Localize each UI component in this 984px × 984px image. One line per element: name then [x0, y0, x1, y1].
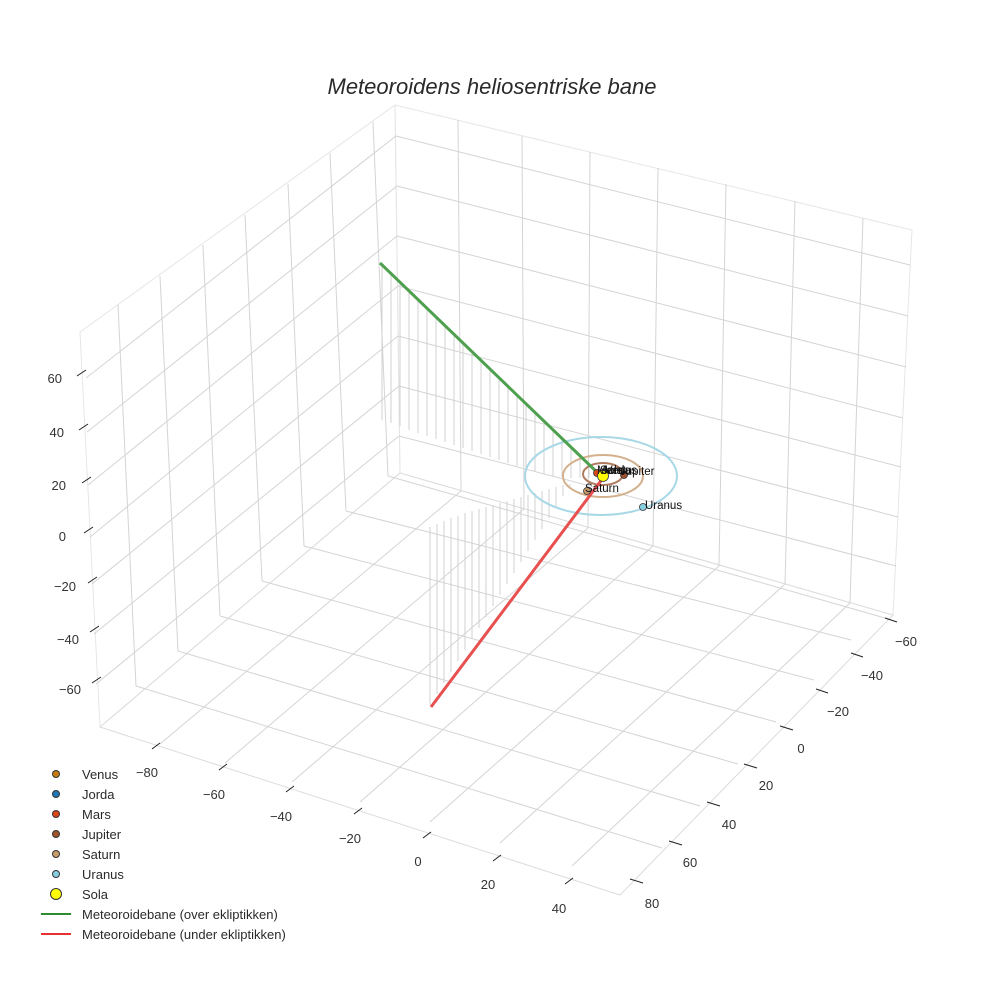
uranus-orbit	[524, 436, 678, 516]
legend-label: Mars	[82, 806, 111, 822]
mars-label: Mars	[597, 465, 623, 477]
planet-labels: Mars Jorda Venus Sola Jupiter Saturn Ura…	[585, 465, 682, 512]
red-line-icon	[41, 933, 71, 935]
legend-label: Jupiter	[82, 826, 122, 842]
y-tick: −20	[827, 704, 849, 719]
uranus-dot-icon	[52, 870, 60, 878]
legend-item-path-above[interactable]: Meteoroidebane (over ekliptikken)	[36, 904, 286, 924]
axis-ticks	[76, 369, 898, 885]
legend-label: Jorda	[82, 786, 115, 802]
x-tick: −40	[270, 809, 292, 824]
grid-walls	[79, 104, 913, 896]
legend-item-path-below[interactable]: Meteoroidebane (under ekliptikken)	[36, 924, 286, 944]
x-tick: −80	[136, 765, 158, 780]
saturn-dot-icon	[52, 850, 60, 858]
y-tick: 0	[797, 741, 804, 756]
uranus-marker	[639, 503, 647, 511]
legend-item-uranus[interactable]: Uranus	[36, 864, 286, 884]
legend-label: Meteoroidebane (over ekliptikken)	[82, 906, 278, 922]
drop-lines-above	[381, 266, 590, 478]
meteoroid-path-above[interactable]	[378, 261, 605, 480]
drop-lines-below	[429, 484, 571, 705]
legend-item-mars[interactable]: Mars	[36, 804, 286, 824]
legend-item-jupiter[interactable]: Jupiter	[36, 824, 286, 844]
jupiter-marker	[620, 471, 628, 479]
jorda-dot-icon	[52, 790, 60, 798]
sola-label: Sola	[600, 465, 624, 477]
saturn-marker	[583, 487, 591, 495]
x-tick: −20	[339, 831, 361, 846]
z-tick: 0	[59, 529, 66, 544]
planet-markers[interactable]	[583, 468, 647, 511]
legend-label: Uranus	[82, 866, 124, 882]
legend: Venus Jorda Mars Jupiter Saturn Uranus S…	[36, 764, 286, 944]
legend-item-sola[interactable]: Sola	[36, 884, 286, 904]
y-tick: 20	[759, 778, 773, 793]
saturn-label: Saturn	[585, 483, 619, 495]
y-tick: −60	[895, 634, 917, 649]
uranus-label: Uranus	[645, 500, 682, 512]
z-tick: −40	[57, 632, 79, 647]
z-tick: −60	[59, 682, 81, 697]
sun-dot-icon	[50, 888, 62, 900]
venus-dot-icon	[52, 770, 60, 778]
y-axis-tick-labels: −60 −40 −20 0 20 40 60 80	[645, 634, 917, 911]
x-axis-tick-labels: −80 −60 −40 −20 0 20 40	[136, 765, 566, 916]
y-tick: 60	[683, 855, 697, 870]
green-line-icon	[41, 913, 71, 915]
saturn-orbit	[562, 454, 644, 498]
z-axis-tick-labels: 60 40 20 0 −20 −40 −60	[48, 371, 81, 697]
z-tick: 20	[52, 478, 66, 493]
y-tick: −40	[861, 668, 883, 683]
jupiter-label: Jupiter	[620, 466, 655, 478]
meteoroid-path-below[interactable]	[429, 477, 605, 708]
legend-label: Saturn	[82, 846, 121, 862]
legend-label: Meteoroidebane (under ekliptikken)	[82, 926, 286, 942]
z-tick: 40	[50, 425, 64, 440]
z-tick: −20	[54, 579, 76, 594]
venus-label: Venus	[605, 465, 637, 477]
legend-label: Venus	[82, 766, 119, 782]
x-tick: 20	[481, 877, 495, 892]
x-tick: 40	[552, 901, 566, 916]
sola-marker	[597, 470, 609, 482]
mars-dot-icon	[52, 810, 60, 818]
jupiter-dot-icon	[52, 830, 60, 838]
y-tick: 80	[645, 896, 659, 911]
chart-title: Meteoroidens heliosentriske bane	[327, 74, 657, 99]
x-tick: −60	[203, 787, 225, 802]
legend-item-saturn[interactable]: Saturn	[36, 844, 286, 864]
legend-item-jorda[interactable]: Jorda	[36, 784, 286, 804]
legend-item-venus[interactable]: Venus	[36, 764, 286, 784]
z-tick: 60	[48, 371, 62, 386]
x-tick: 0	[414, 854, 421, 869]
y-tick: 40	[722, 817, 736, 832]
jorda-label: Jorda	[602, 465, 631, 477]
legend-label: Sola	[82, 886, 109, 902]
